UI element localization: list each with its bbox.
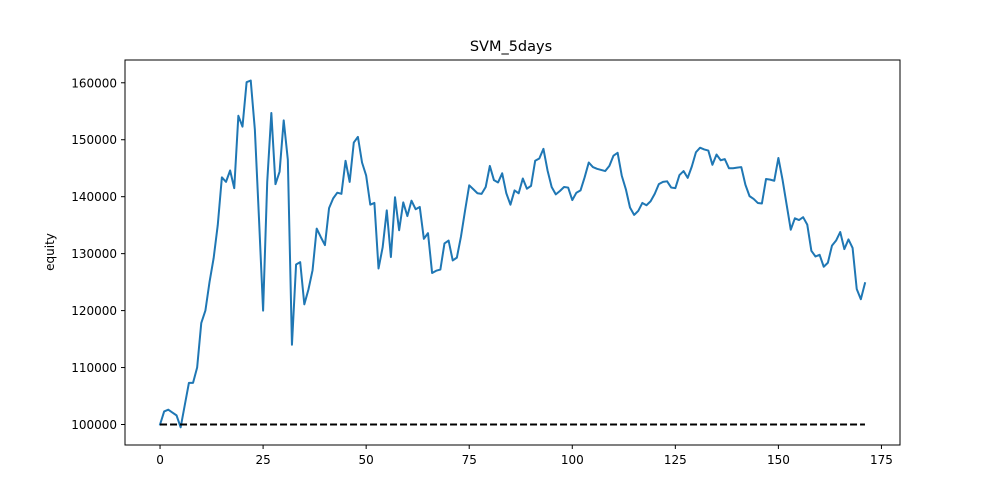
y-tick-label: 150000	[71, 133, 117, 147]
y-axis-label: equity	[43, 233, 57, 271]
equity-series-line	[158, 79, 867, 429]
x-tick-label: 125	[664, 453, 687, 467]
x-tick-label: 75	[462, 453, 477, 467]
y-tick-label: 110000	[71, 361, 117, 375]
x-tick-label: 0	[156, 453, 164, 467]
y-tick-label: 140000	[71, 190, 117, 204]
chart-title: SVM_5days	[470, 39, 552, 55]
series-layer	[158, 79, 867, 429]
x-tick-label: 50	[359, 453, 374, 467]
x-tick-label: 150	[767, 453, 790, 467]
x-tick-label: 25	[255, 453, 270, 467]
y-axis: 100000 110000 120000 130000 140000 150000 1600…	[71, 76, 125, 432]
x-tick-label: 100	[561, 453, 584, 467]
y-tick-label: 160000	[71, 76, 117, 90]
x-axis: 0 25 50 75 100 125 150 175	[156, 445, 893, 467]
y-tick-label: 130000	[71, 247, 117, 261]
y-tick-label: 100000	[71, 418, 117, 432]
y-tick-label: 120000	[71, 304, 117, 318]
plot-frame	[124, 59, 901, 446]
x-tick-label: 175	[870, 453, 893, 467]
